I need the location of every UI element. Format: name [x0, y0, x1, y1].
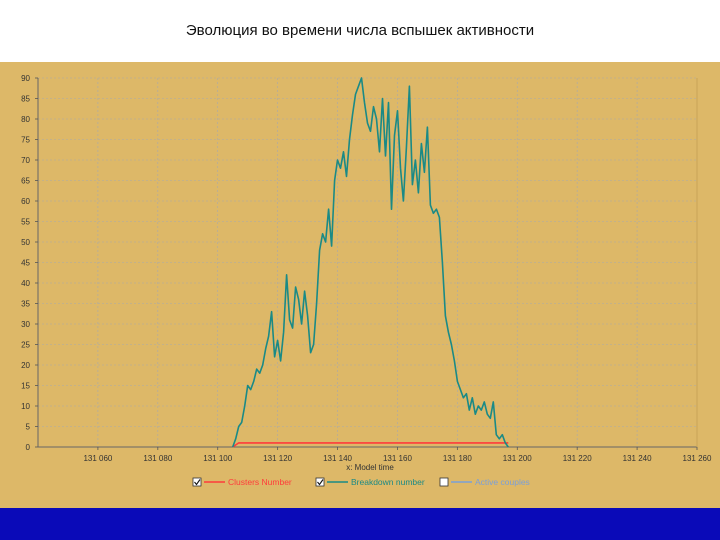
x-tick-label: 131 180 [443, 454, 472, 463]
x-tick-label: 131 220 [563, 454, 592, 463]
y-tick-label: 35 [21, 300, 30, 309]
legend-checkbox[interactable] [192, 477, 202, 487]
x-tick-label: 131 200 [503, 454, 532, 463]
y-tick-label: 20 [21, 361, 30, 370]
checkmark-icon [317, 479, 324, 486]
x-tick-label: 131 160 [383, 454, 412, 463]
y-tick-label: 65 [21, 177, 30, 186]
y-tick-label: 50 [21, 238, 30, 247]
x-tick-label: 131 240 [623, 454, 652, 463]
legend: Clusters Number Breakdown number Active co… [192, 477, 530, 487]
x-axis-label: x: Model time [346, 463, 394, 472]
y-tick-label: 70 [21, 156, 30, 165]
y-tick-label: 80 [21, 115, 30, 124]
series-line-clusters-number [232, 442, 509, 448]
slide-title: Эволюция во времени числа вспышек активн… [185, 22, 535, 39]
x-tick-label: 131 100 [203, 454, 232, 463]
x-tick-label: 131 060 [83, 454, 112, 463]
y-tick-label: 45 [21, 259, 30, 268]
y-tick-label: 55 [21, 218, 30, 227]
y-tick-label: 40 [21, 279, 30, 288]
legend-label: Clusters Number [228, 477, 292, 487]
x-axis-ticks: 131 060 131 080 131 100 131 120 131 140 131 1… [83, 447, 712, 463]
checkmark-icon [194, 479, 201, 486]
y-tick-label: 25 [21, 341, 30, 350]
legend-label: Active couples [475, 477, 530, 487]
y-tick-label: 10 [21, 402, 30, 411]
legend-label: Breakdown number [351, 477, 425, 487]
series-lines [231, 77, 509, 448]
x-tick-label: 131 260 [683, 454, 712, 463]
y-axis-ticks: 0 5 10 15 20 25 30 35 40 45 50 55 60 65 70 75 80 85 90 [21, 74, 38, 452]
y-tick-label: 75 [21, 136, 30, 145]
legend-checkbox[interactable] [315, 477, 325, 487]
y-tick-label: 90 [21, 74, 30, 83]
y-tick-label: 85 [21, 95, 30, 104]
x-tick-label: 131 080 [143, 454, 172, 463]
y-tick-label: 30 [21, 320, 30, 329]
y-tick-label: 0 [26, 443, 31, 452]
title-bar: Эволюция во времени числа вспышек активн… [0, 0, 720, 62]
x-tick-label: 131 120 [263, 454, 292, 463]
x-tick-label: 131 140 [323, 454, 352, 463]
legend-checkbox[interactable] [439, 477, 449, 487]
y-tick-label: 15 [21, 382, 30, 391]
y-tick-label: 60 [21, 197, 30, 206]
footer-bar [0, 508, 720, 540]
series-line-breakdown-number [231, 77, 509, 448]
y-tick-label: 5 [26, 423, 31, 432]
